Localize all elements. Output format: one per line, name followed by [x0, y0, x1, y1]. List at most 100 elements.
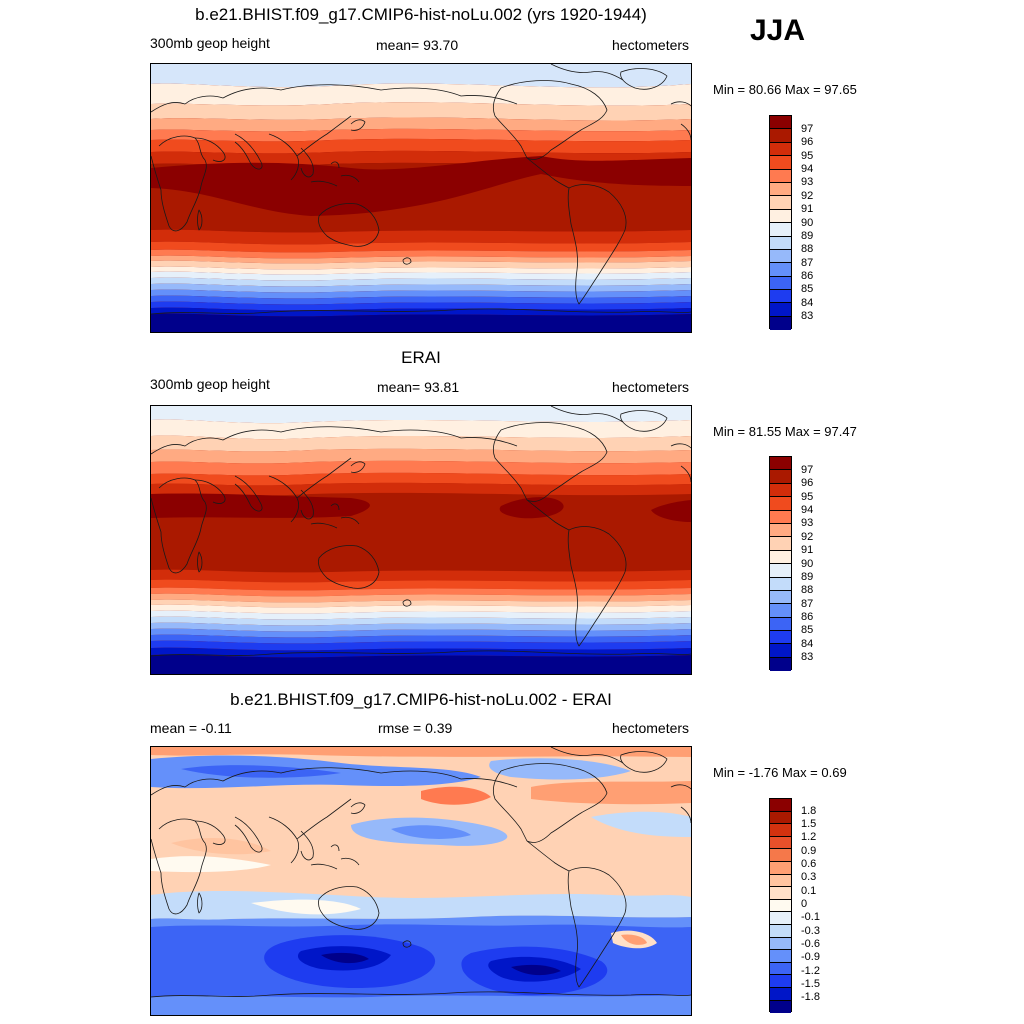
panel-1-units-label: hectometers	[612, 37, 690, 53]
colorbar-tick: 84	[801, 297, 814, 309]
colorbar-swatch	[770, 577, 791, 591]
colorbar-swatch	[770, 564, 791, 578]
colorbar-swatch	[770, 156, 791, 170]
colorbar-swatch	[770, 129, 791, 143]
colorbar-swatch	[770, 937, 791, 951]
colorbar-tick: 92	[801, 190, 814, 202]
colorbar-swatch	[770, 483, 791, 498]
colorbar-swatch	[770, 510, 791, 524]
colorbar-swatch	[770, 912, 791, 925]
colorbar-swatch	[770, 924, 791, 938]
colorbar-tick: -0.1	[801, 911, 820, 923]
colorbar-tick: 92	[801, 531, 814, 543]
colorbar-tick: 95	[801, 150, 814, 162]
panel-2-title: ERAI	[401, 348, 441, 367]
panel-2-mean-label: mean= 93.81	[377, 379, 460, 395]
colorbar-swatch	[770, 303, 791, 317]
colorbar-swatch	[770, 836, 791, 850]
colorbar-tick: 0	[801, 898, 808, 910]
panel-3-mean-label: mean = -0.11	[150, 720, 232, 736]
panel-2-map	[150, 405, 692, 675]
colorbar-tick: 95	[801, 491, 814, 503]
colorbar-tick: 87	[801, 257, 814, 269]
season-label: JJA	[750, 14, 806, 47]
colorbar-swatch	[770, 550, 791, 565]
colorbar-swatch	[770, 263, 791, 277]
colorbar-swatch	[770, 590, 791, 605]
colorbar-tick: 94	[801, 163, 814, 175]
panel-3-map	[150, 746, 692, 1016]
colorbar-tick: 1.5	[801, 818, 817, 830]
panel-2-colorbar	[769, 456, 792, 672]
colorbar-tick: 1.2	[801, 831, 817, 843]
colorbar-tick: -1.2	[801, 965, 820, 977]
colorbar-tick: 88	[801, 243, 814, 255]
panel-2-minmax-label: Min = 81.55 Max = 97.47	[713, 424, 857, 439]
colorbar-swatch	[770, 874, 791, 888]
colorbar-tick: 88	[801, 584, 814, 596]
colorbar-tick: 96	[801, 477, 814, 489]
colorbar-swatch	[770, 861, 791, 875]
panel-1-colorbar	[769, 115, 792, 331]
colorbar-swatch	[770, 116, 791, 130]
colorbar-swatch	[770, 799, 791, 812]
colorbar-tick: 86	[801, 611, 814, 623]
colorbar-tick: -1.5	[801, 978, 820, 990]
colorbar-swatch	[770, 811, 791, 825]
colorbar-tick: 90	[801, 217, 814, 229]
colorbar-tick: 85	[801, 624, 814, 636]
colorbar-tick: 89	[801, 230, 814, 242]
panel-1-mean-label: mean= 93.70	[376, 37, 459, 53]
panel-1-minmax-label: Min = 80.66 Max = 97.65	[713, 82, 857, 97]
panel-1-title: b.e21.BHIST.f09_g17.CMIP6-hist-noLu.002 …	[195, 5, 647, 24]
colorbar-tick: 86	[801, 270, 814, 282]
colorbar-swatch	[770, 290, 791, 304]
colorbar-swatch	[770, 537, 791, 551]
panel-3-rmse-label: rmse = 0.39	[378, 720, 453, 736]
colorbar-tick: 0.6	[801, 858, 817, 870]
panel-2-variable-label: 300mb geop height	[150, 376, 270, 392]
colorbar-swatch	[770, 899, 791, 913]
colorbar-swatch	[770, 209, 791, 224]
colorbar-swatch	[770, 497, 791, 511]
colorbar-tick: 90	[801, 558, 814, 570]
colorbar-tick: 91	[801, 544, 814, 556]
colorbar-tick: 0.9	[801, 845, 817, 857]
colorbar-swatch	[770, 975, 791, 988]
panel-3-colorbar	[769, 798, 792, 1014]
colorbar-swatch	[770, 523, 791, 538]
colorbar-swatch	[770, 644, 791, 658]
colorbar-tick: -0.6	[801, 938, 820, 950]
colorbar-swatch	[770, 196, 791, 210]
colorbar-swatch	[770, 657, 791, 672]
panel-3-units-label: hectometers	[612, 720, 690, 736]
panel-1-map	[150, 63, 692, 333]
colorbar-swatch	[770, 316, 791, 331]
colorbar-swatch	[770, 182, 791, 197]
panel-1-variable-label: 300mb geop height	[150, 35, 270, 51]
colorbar-tick: 91	[801, 203, 814, 215]
colorbar-tick: 0.1	[801, 885, 817, 897]
colorbar-tick: 89	[801, 571, 814, 583]
colorbar-swatch	[770, 631, 791, 645]
colorbar-tick: 93	[801, 517, 814, 529]
colorbar-tick: 97	[801, 123, 814, 135]
colorbar-tick: -1.8	[801, 991, 820, 1003]
colorbar-swatch	[770, 950, 791, 963]
colorbar-swatch	[770, 604, 791, 618]
colorbar-tick: 97	[801, 464, 814, 476]
colorbar-tick: 1.8	[801, 805, 817, 817]
colorbar-swatch	[770, 887, 791, 900]
colorbar-tick: -0.3	[801, 925, 820, 937]
panel-3-title: b.e21.BHIST.f09_g17.CMIP6-hist-noLu.002 …	[230, 690, 612, 709]
colorbar-tick: 84	[801, 638, 814, 650]
colorbar-tick: 87	[801, 598, 814, 610]
colorbar-swatch	[770, 470, 791, 484]
colorbar-tick: 94	[801, 504, 814, 516]
colorbar-swatch	[770, 617, 791, 632]
colorbar-swatch	[770, 987, 791, 1001]
colorbar-swatch	[770, 249, 791, 264]
colorbar-tick: 93	[801, 176, 814, 188]
panel-2-units-label: hectometers	[612, 379, 690, 395]
colorbar-swatch	[770, 849, 791, 862]
